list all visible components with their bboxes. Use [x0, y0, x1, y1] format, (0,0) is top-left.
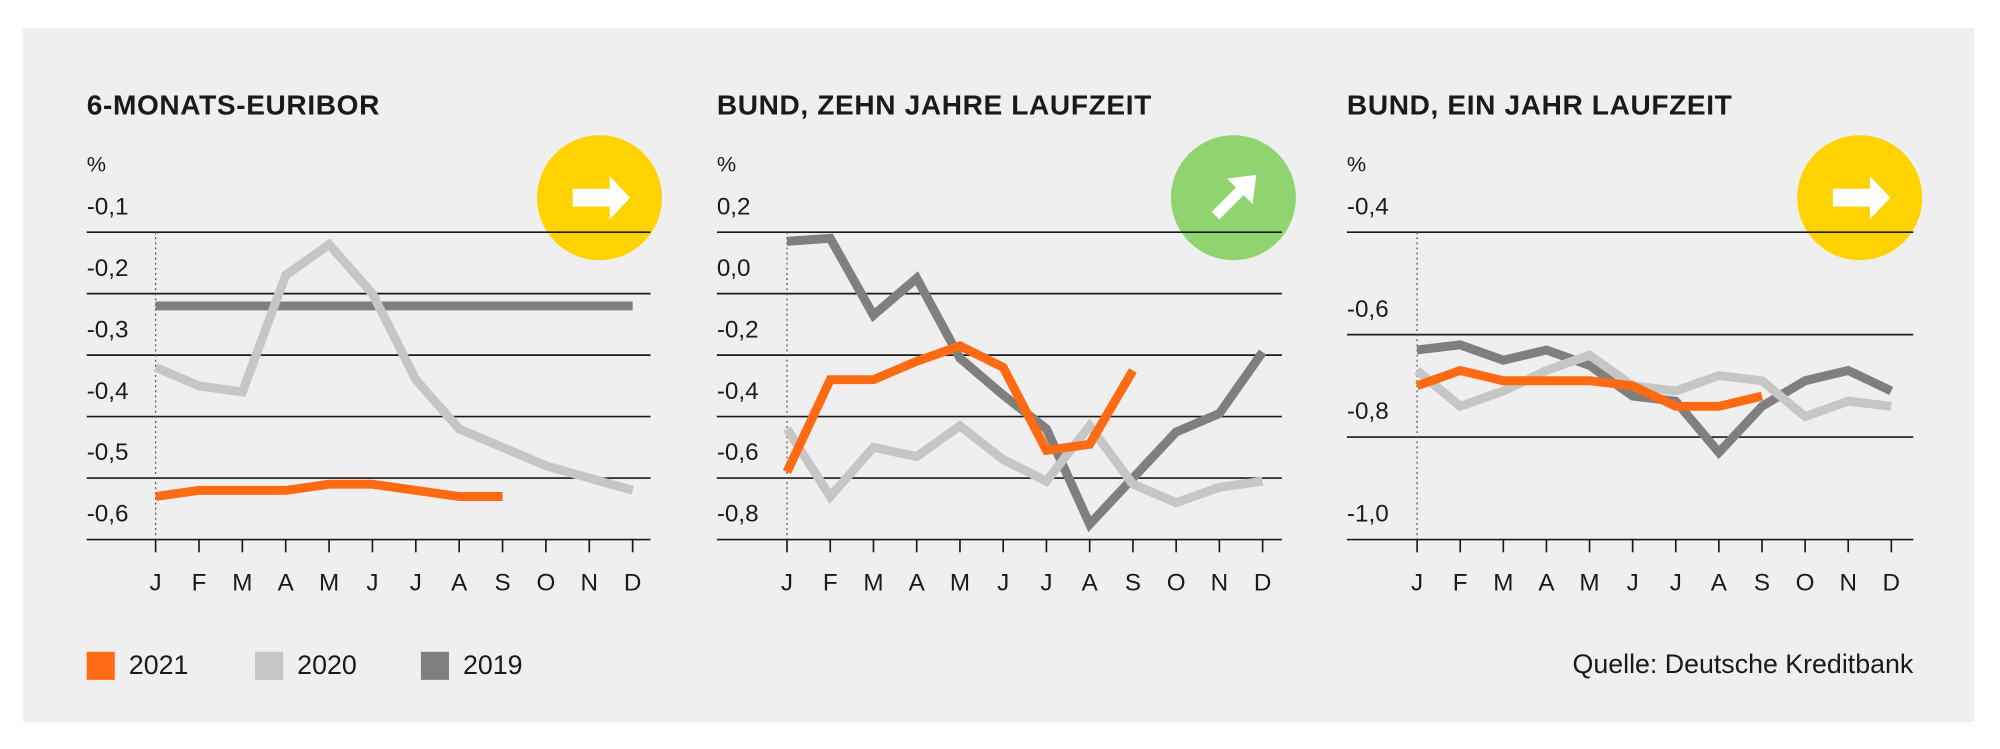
x-tick-label: J	[410, 570, 422, 597]
panel-background	[22, 28, 1975, 722]
x-tick-label: O	[1167, 570, 1186, 597]
x-tick-label: N	[581, 570, 599, 597]
y-axis-label: %	[1347, 152, 1366, 177]
x-tick-label: J	[150, 570, 162, 597]
chart-title: BUND, EIN JAHR LAUFZEIT	[1347, 90, 1733, 121]
legend-swatch	[255, 651, 284, 680]
chart-title: BUND, ZEHN JAHRE LAUFZEIT	[717, 90, 1152, 121]
x-tick-label: O	[1796, 570, 1815, 597]
x-tick-label: D	[624, 570, 642, 597]
series-line	[153, 238, 634, 495]
y-tick-label: -0,8	[717, 501, 759, 528]
series-line	[1414, 350, 1892, 422]
legend-swatch	[86, 651, 115, 680]
x-tick-label: A	[451, 570, 468, 597]
x-tick-label: M	[232, 570, 252, 597]
x-tick-label: F	[823, 570, 838, 597]
x-tick-label: D	[1254, 570, 1271, 597]
series-line	[783, 418, 1264, 508]
y-tick-label: -0,3	[87, 316, 129, 343]
x-tick-label: J	[1627, 570, 1639, 597]
x-tick-label: M	[1493, 570, 1513, 597]
trend-icon	[536, 135, 662, 261]
x-tick-label: M	[319, 570, 339, 597]
x-tick-label: A	[278, 570, 295, 597]
x-tick-label: A	[1082, 570, 1099, 597]
y-tick-label: -1,0	[1347, 501, 1389, 528]
y-tick-label: -0,4	[717, 378, 759, 405]
y-tick-label: -0,2	[717, 316, 759, 343]
x-tick-label: J	[1670, 570, 1682, 597]
x-tick-label: M	[950, 570, 970, 597]
y-tick-label: -0,8	[1347, 398, 1389, 425]
legend-label: 2021	[129, 650, 189, 680]
x-tick-label: F	[1453, 570, 1468, 597]
y-tick-label: -0,5	[87, 439, 129, 466]
legend-swatch	[420, 651, 449, 680]
y-tick-label: -0,1	[87, 193, 129, 220]
y-axis-label: %	[717, 152, 736, 177]
trend-icon	[1797, 135, 1923, 261]
y-tick-label: 0,2	[717, 193, 751, 220]
x-tick-label: A	[1538, 570, 1555, 597]
x-tick-label: S	[494, 570, 510, 597]
source-note: Quelle: Deutsche Kreditbank	[1573, 649, 1914, 679]
x-tick-label: M	[1579, 570, 1599, 597]
x-tick-label: O	[536, 570, 555, 597]
x-tick-label: J	[781, 570, 793, 597]
y-tick-label: -0,2	[87, 255, 129, 282]
y-tick-label: -0,6	[87, 501, 129, 528]
x-tick-label: J	[997, 570, 1009, 597]
x-tick-label: S	[1125, 570, 1141, 597]
legend-label: 2019	[463, 650, 523, 680]
x-tick-label: N	[1211, 570, 1229, 597]
y-tick-label: -0,4	[1347, 193, 1389, 220]
x-tick-label: J	[366, 570, 378, 597]
y-axis-label: %	[87, 152, 106, 177]
x-tick-label: A	[1711, 570, 1728, 597]
series-line	[782, 341, 1137, 474]
series-line	[154, 479, 503, 501]
trend-icon	[1170, 135, 1296, 261]
x-tick-label: J	[1040, 570, 1052, 597]
legend-label: 2020	[297, 650, 357, 680]
y-tick-label: -0,4	[87, 378, 129, 405]
x-tick-label: S	[1754, 570, 1770, 597]
x-tick-label: M	[863, 570, 883, 597]
y-tick-label: -0,6	[717, 439, 759, 466]
x-tick-label: N	[1839, 570, 1857, 597]
x-tick-label: F	[192, 570, 207, 597]
x-tick-label: A	[909, 570, 926, 597]
y-tick-label: 0,0	[717, 255, 751, 282]
x-tick-label: J	[1411, 570, 1423, 597]
y-tick-label: -0,6	[1347, 296, 1389, 323]
series-line	[1415, 365, 1764, 411]
x-tick-label: D	[1883, 570, 1901, 597]
chart-title: 6-MONATS-EURIBOR	[87, 90, 380, 121]
